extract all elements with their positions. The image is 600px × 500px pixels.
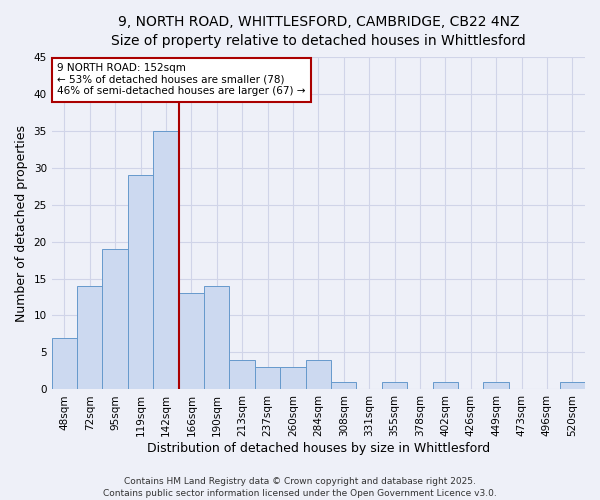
- Bar: [179, 294, 204, 390]
- Bar: [280, 368, 305, 390]
- Bar: [52, 338, 77, 390]
- Y-axis label: Number of detached properties: Number of detached properties: [15, 124, 28, 322]
- Bar: [484, 382, 509, 390]
- Bar: [433, 382, 458, 390]
- Title: 9, NORTH ROAD, WHITTLESFORD, CAMBRIDGE, CB22 4NZ
Size of property relative to de: 9, NORTH ROAD, WHITTLESFORD, CAMBRIDGE, …: [111, 15, 526, 48]
- Bar: [229, 360, 255, 390]
- Text: 9 NORTH ROAD: 152sqm
← 53% of detached houses are smaller (78)
46% of semi-detac: 9 NORTH ROAD: 152sqm ← 53% of detached h…: [57, 64, 305, 96]
- Bar: [128, 175, 153, 390]
- Bar: [204, 286, 229, 390]
- Bar: [382, 382, 407, 390]
- Bar: [255, 368, 280, 390]
- Bar: [103, 249, 128, 390]
- Text: Contains HM Land Registry data © Crown copyright and database right 2025.
Contai: Contains HM Land Registry data © Crown c…: [103, 476, 497, 498]
- Bar: [560, 382, 585, 390]
- Bar: [153, 130, 179, 390]
- Bar: [331, 382, 356, 390]
- Bar: [305, 360, 331, 390]
- Bar: [77, 286, 103, 390]
- X-axis label: Distribution of detached houses by size in Whittlesford: Distribution of detached houses by size …: [147, 442, 490, 455]
